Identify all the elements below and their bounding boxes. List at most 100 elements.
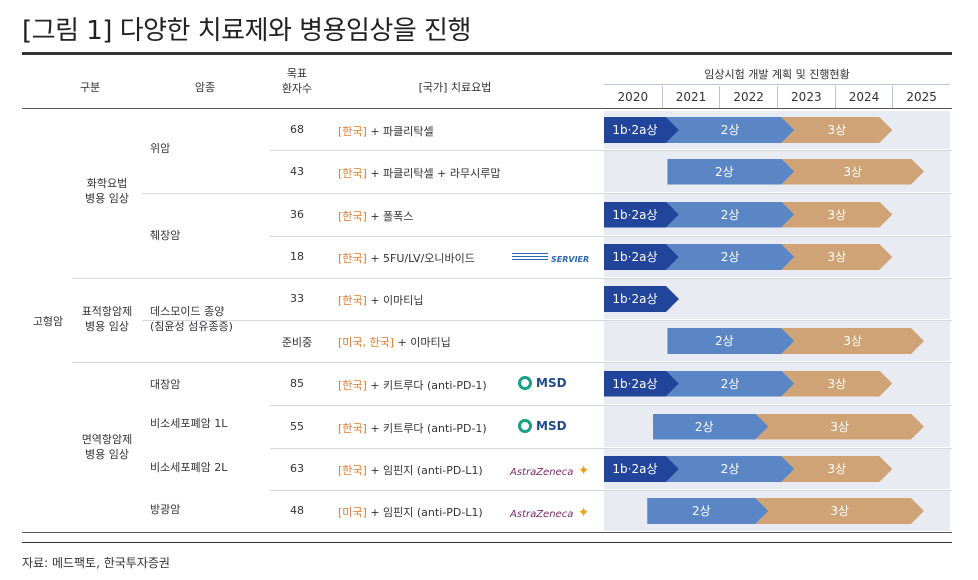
- patients-count: 준비중: [281, 336, 313, 349]
- row-separator: [142, 193, 952, 194]
- treatment-text: [한국] + 키트루다 (anti-PD-1): [338, 420, 487, 436]
- patients-count: 36: [290, 207, 304, 221]
- group-label-chemo: 화학요법 병용 임상: [85, 177, 129, 205]
- phase-segment: 2상: [666, 371, 794, 397]
- phase-segment: 3상: [781, 244, 892, 270]
- phase-segment: 1b·2a상: [604, 202, 679, 228]
- patients-count: 43: [290, 164, 304, 178]
- header-bottom-rule: [22, 108, 952, 109]
- patients-count: 85: [290, 376, 304, 390]
- astrazeneca-star-icon: ✦: [573, 463, 590, 479]
- treatment-text: [한국] + 임핀지 (anti-PD-L1): [338, 462, 483, 478]
- header-timeline: 임상시험 개발 계획 및 진행현황: [704, 68, 850, 81]
- cancer-label: 위암: [150, 142, 171, 155]
- treatment-text: [한국] + 키트루다 (anti-PD-1): [338, 377, 487, 393]
- patients-count: 33: [290, 292, 304, 305]
- therapy-label: + 폴폭스: [366, 209, 414, 223]
- phase-segment: 1b·2a상: [604, 456, 679, 482]
- header-timeline-rule: [604, 84, 950, 85]
- main-group-label: 고형암: [32, 315, 64, 328]
- row-separator: [270, 150, 952, 151]
- treatment-text: [한국] + 파클리탁셀 + 라무시루맙: [338, 165, 500, 181]
- phase-segment: 2상: [667, 328, 794, 354]
- row-separator: [22, 532, 952, 533]
- row-separator: [72, 362, 952, 363]
- phase-segment: 3상: [781, 371, 892, 397]
- phase-segment: 2상: [653, 414, 768, 440]
- source-note: 자료: 메드팩토, 한국투자증권: [22, 556, 170, 570]
- phase-segment: 2상: [666, 117, 794, 143]
- servier-lines-icon: [512, 253, 548, 261]
- astrazeneca-logo: AstraZeneca ✦: [510, 463, 590, 479]
- phase-segment: 1b·2a상: [604, 117, 679, 143]
- row-separator: [270, 236, 952, 237]
- row-separator: [270, 405, 952, 406]
- row-separator: [270, 490, 952, 491]
- therapy-label: + 키트루다 (anti-PD-1): [366, 378, 487, 392]
- year-header-2023: 2023: [777, 86, 835, 108]
- phase-segment: 3상: [781, 202, 892, 228]
- therapy-label: + 파클리탁셀: [366, 125, 434, 138]
- header-patients: 목표 환자수: [281, 67, 313, 95]
- msd-logo: MSD: [518, 418, 567, 433]
- treatment-text: [한국] + 이마티닙: [338, 292, 424, 308]
- year-header-2022: 2022: [719, 86, 777, 108]
- therapy-label: + 파클리탁셀 + 라무시루맙: [366, 166, 501, 180]
- country-tag: [한국]: [338, 209, 367, 223]
- treatment-text: [미국, 한국] + 이마티닙: [338, 334, 451, 350]
- row-separator: [142, 320, 952, 321]
- phase-segment: 3상: [781, 456, 892, 482]
- phase-segment: 3상: [781, 328, 924, 354]
- phase-segment: 2상: [647, 498, 768, 524]
- cancer-label: 방광암: [150, 503, 181, 516]
- phase-segment: 2상: [666, 244, 794, 270]
- msd-ring-icon: [518, 375, 532, 390]
- astrazeneca-logo: AstraZeneca ✦: [510, 505, 590, 521]
- header-treatment: [국가] 치료요법: [418, 81, 492, 94]
- phase-segment: 3상: [781, 117, 892, 143]
- phase-segment: 3상: [755, 498, 924, 524]
- title-rule: [22, 52, 952, 55]
- cancer-label: 비소세포폐암 2L: [150, 461, 228, 474]
- row-separator: [270, 448, 952, 449]
- therapy-label: + 임핀지 (anti-PD-L1): [366, 506, 483, 519]
- year-header-2020: 2020: [617, 90, 649, 104]
- year-header-2025: 2025: [892, 86, 950, 108]
- country-tag: [한국]: [338, 421, 367, 435]
- cancer-label: 대장암: [150, 378, 181, 391]
- msd-ring-icon: [518, 418, 532, 433]
- therapy-label: + 키트루다 (anti-PD-1): [366, 421, 487, 435]
- country-tag: [미국, 한국]: [338, 336, 395, 349]
- country-tag: [한국]: [338, 125, 367, 138]
- country-tag: [한국]: [338, 464, 367, 477]
- phase-segment: 2상: [666, 456, 794, 482]
- phase-segment: 2상: [667, 159, 794, 185]
- phase-segment: 3상: [755, 414, 924, 440]
- phase-segment: 3상: [781, 159, 924, 185]
- patients-count: 63: [290, 462, 304, 475]
- phase-segment: 1b·2a상: [604, 286, 679, 312]
- therapy-label: + 이마티닙: [366, 294, 424, 307]
- treatment-text: [한국] + 폴폭스: [338, 208, 413, 224]
- country-tag: [미국]: [338, 506, 367, 519]
- group-label-targeted: 표적항암제 병용 임상: [81, 305, 133, 333]
- msd-logo: MSD: [518, 375, 567, 390]
- phase-segment: 1b·2a상: [604, 371, 679, 397]
- year-header-2024: 2024: [834, 86, 893, 108]
- patients-count: 68: [290, 123, 304, 136]
- patients-count: 18: [290, 250, 304, 263]
- country-tag: [한국]: [338, 166, 367, 180]
- phase-segment: 1b·2a상: [604, 244, 679, 270]
- country-tag: [한국]: [338, 252, 367, 265]
- therapy-label: + 임핀지 (anti-PD-L1): [366, 464, 483, 477]
- header-cancer: 암종: [194, 81, 216, 94]
- cancer-label: 비소세포폐암 1L: [150, 417, 228, 430]
- group-label-immuno: 면역항암제 병용 임상: [81, 433, 133, 461]
- treatment-text: [한국] + 파클리탁셀: [338, 123, 434, 139]
- country-tag: [한국]: [338, 294, 367, 307]
- header-category: 구분: [79, 81, 101, 94]
- figure-title: [그림 1] 다양한 치료제와 병용임상을 진행: [22, 16, 471, 46]
- treatment-text: [미국] + 임핀지 (anti-PD-L1): [338, 504, 483, 520]
- treatment-text: [한국] + 5FU/LV/오니바이드: [338, 250, 475, 266]
- astrazeneca-star-icon: ✦: [573, 505, 590, 521]
